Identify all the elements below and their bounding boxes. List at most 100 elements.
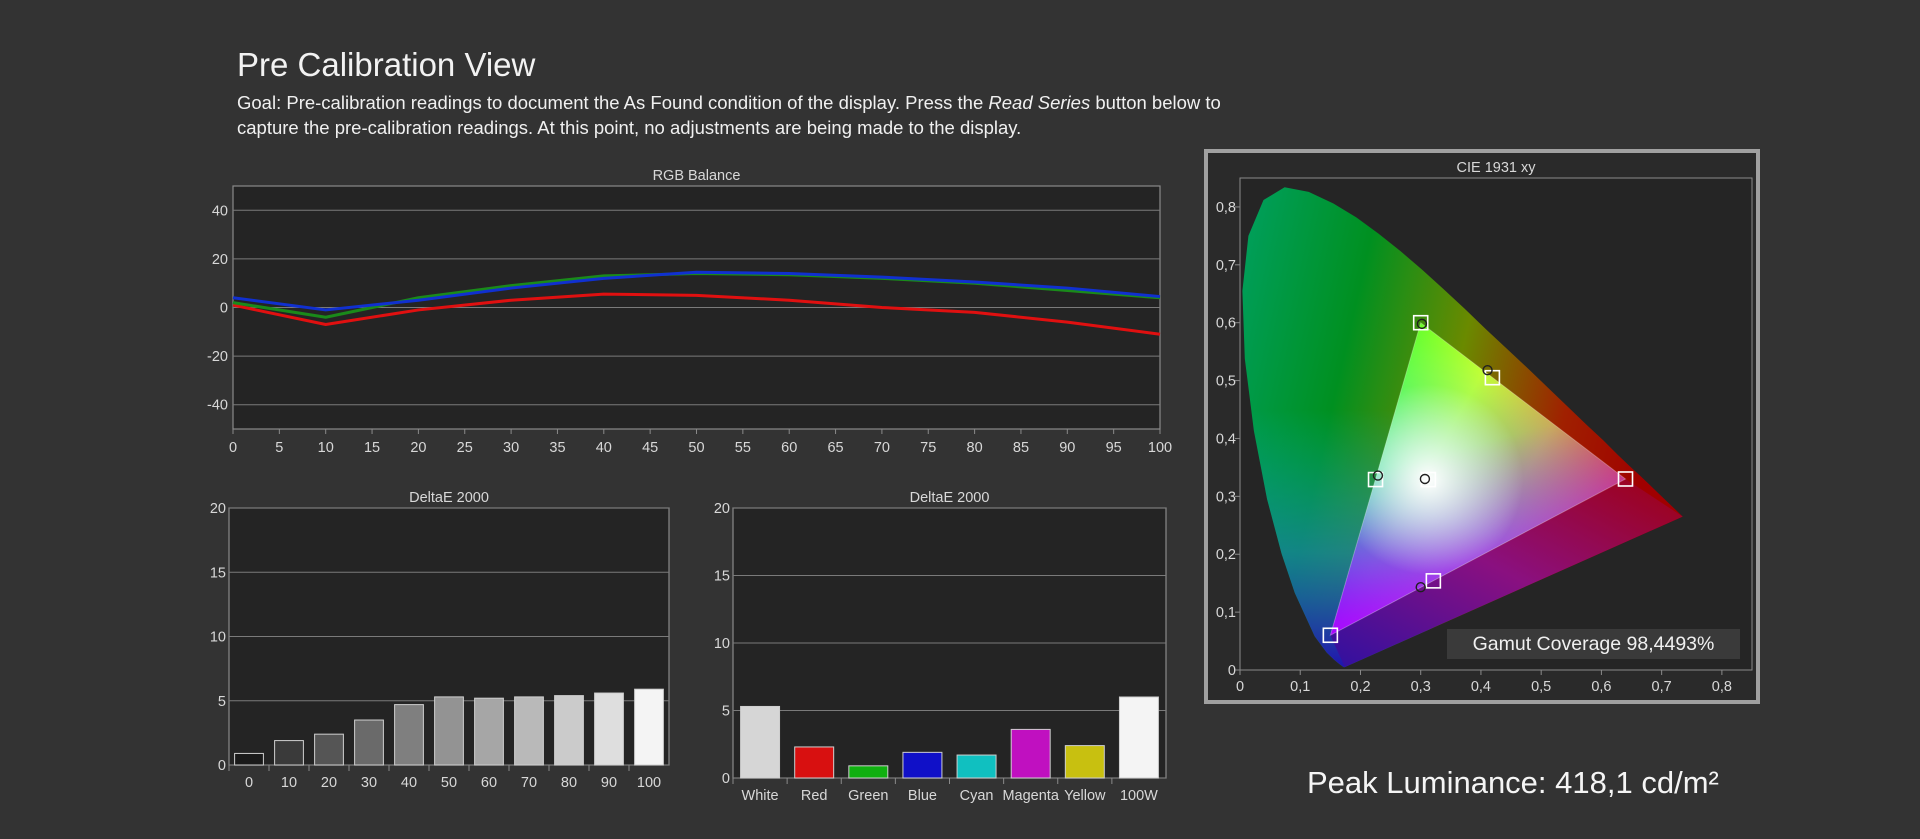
deltae-color-xtick-label: 100W [1120,788,1158,804]
rgb-xtick-label: 45 [642,440,658,456]
deltae-gray-xtick-label: 10 [281,775,297,791]
deltae-gray-xtick-label: 100 [637,775,661,791]
deltae-color-ytick-label: 20 [714,501,730,517]
deltae-gray-bar [434,696,464,766]
rgb-xtick-label: 20 [410,440,426,456]
deltae-color-ytick-label: 10 [714,636,730,652]
deltae-gray-bar [234,752,264,766]
cie-ytick-label: 0 [1228,663,1236,679]
gamut-coverage-box [1447,629,1740,659]
deltae-gray-bar [554,695,584,766]
peak-luminance-label: Peak Luminance: 418,1 cd/m² [1307,765,1719,800]
cie-measured-cyan [1372,470,1384,481]
deltae-color-bar [848,765,889,779]
rgb-xtick-label: 70 [874,440,890,456]
deltae-color-xtick-label: Cyan [960,788,994,804]
rgb-line-red [232,292,1161,336]
rgb-xtick-label: 25 [457,440,473,456]
cie-ytick-label: 0,8 [1216,200,1236,216]
cie-measured-magenta [1415,582,1426,593]
goal-description: Goal: Pre-calibration readings to docume… [237,90,1267,140]
cie-ytick-label: 0,3 [1216,489,1236,505]
deltae-color-bar [902,751,943,779]
rgb-ytick-label: 20 [212,252,228,268]
deltae-gray-ytick-label: 5 [218,694,226,710]
rgb-xtick-label: 15 [364,440,380,456]
cie-measured-green [1416,318,1428,330]
goal-prefix: Goal: Pre-calibration readings to docume… [237,92,989,113]
cie-measured-white [1419,473,1431,485]
deltae-gray-xtick-label: 70 [521,775,537,791]
cie-xtick-label: 0 [1236,679,1244,695]
deltae-gray-bar [474,697,504,766]
rgb-ytick-label: 0 [220,301,228,317]
rgb-xtick-label: 30 [503,440,519,456]
gamut-coverage-label: Gamut Coverage 98,4493% [1472,633,1715,655]
cie-target-green [1412,314,1429,331]
deltae-color-xtick-label: Blue [908,788,937,804]
cie-target-blue [1322,627,1339,644]
deltae-gray-bar [634,688,664,766]
rgb-xtick-label: 85 [1013,440,1029,456]
deltae-gray-xtick-label: 90 [601,775,617,791]
cie-xtick-label: 0,8 [1712,679,1732,695]
deltae-gray-ytick-label: 10 [210,630,226,646]
deltae-color-chart-title: DeltaE 2000 [910,490,990,506]
cie-target-magenta [1425,573,1442,589]
rgb-xtick-label: 40 [596,440,612,456]
deltae-color-bar [794,746,835,779]
cie-xtick-label: 0,5 [1531,679,1551,695]
rgb-xtick-label: 100 [1148,440,1172,456]
deltae-color-bar [1118,696,1159,779]
cie-chart-title: CIE 1931 xy [1457,160,1537,176]
rgb-chart-title: RGB Balance [653,168,741,184]
rgb-ytick-label: -20 [207,349,228,365]
deltae-color-bar [956,754,997,779]
deltae-color-ytick-label: 15 [714,569,730,585]
rgb-xtick-label: 65 [827,440,843,456]
page-title: Pre Calibration View [237,46,536,83]
rgb-xtick-label: 95 [1106,440,1122,456]
rgb-xtick-label: 50 [688,440,704,456]
deltae-color-xtick-label: Magenta [1002,788,1059,804]
deltae-gray-xtick-label: 20 [321,775,337,791]
rgb-xtick-label: 5 [275,440,283,456]
deltae-gray-ytick-label: 0 [218,758,226,774]
cie-ytick-label: 0,7 [1216,258,1236,274]
deltae-gray-xtick-label: 50 [441,775,457,791]
cie-ytick-label: 0,2 [1216,547,1236,563]
cie-purple-region [1330,478,1683,668]
deltae-gray-xtick-label: 30 [361,775,377,791]
cie-xtick-label: 0,4 [1471,679,1491,695]
deltae-gray-bar [274,740,304,766]
deltae-gray-xtick-label: 80 [561,775,577,791]
cie-xtick-label: 0,7 [1652,679,1672,695]
cie-xtick-label: 0,6 [1591,679,1611,695]
cie-ytick-label: 0,4 [1216,431,1236,447]
rgb-xtick-label: 55 [735,440,751,456]
rgb-ytick-label: -40 [207,398,228,414]
deltae-color-bar [1010,728,1051,779]
deltae-gray-xtick-label: 0 [245,775,253,791]
deltae-gray-bar [314,733,344,766]
cie-target-white [1420,471,1437,488]
read-series-emphasis: Read Series [988,92,1091,113]
rgb-xtick-label: 80 [967,440,983,456]
cie-target-cyan [1367,471,1384,488]
rgb-xtick-label: 60 [781,440,797,456]
deltae-gray-ytick-label: 15 [210,565,226,581]
cie-measured-yellow [1482,364,1493,376]
deltae-color-ytick-label: 0 [722,771,730,787]
rgb-xtick-label: 35 [549,440,565,456]
rgb-ytick-label: 40 [212,203,228,219]
rgb-line-blue [232,270,1161,312]
cie-xtick-label: 0,3 [1411,679,1431,695]
deltae-color-xtick-label: Red [801,788,828,804]
deltae-gray-ytick-label: 20 [210,501,226,517]
rgb-xtick-label: 0 [229,440,237,456]
deltae-color-xtick-label: Green [848,788,888,804]
deltae-color-ytick-label: 5 [722,704,730,720]
deltae-gray-xtick-label: 40 [401,775,417,791]
